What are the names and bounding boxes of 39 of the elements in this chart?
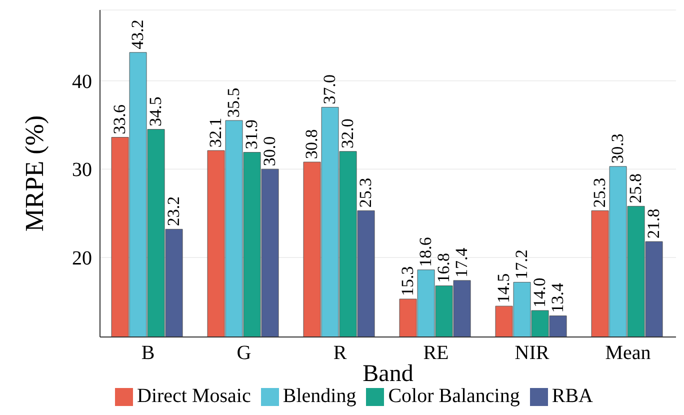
data-label: 32.1: [206, 118, 226, 148]
data-label: 30.0: [260, 136, 280, 166]
y-tick-label: 20: [72, 248, 92, 270]
data-label: 14.5: [494, 273, 514, 304]
data-label: 15.3: [398, 266, 418, 296]
legend-label: RBA: [552, 385, 593, 407]
data-label: 30.3: [608, 134, 628, 164]
data-label: 16.8: [434, 252, 454, 283]
data-label: 31.9: [242, 120, 262, 150]
data-label: 33.6: [110, 104, 130, 134]
x-tick-label: NIR: [514, 342, 550, 364]
data-label: 35.5: [224, 88, 244, 118]
x-tick-label: RE: [423, 342, 449, 364]
data-label: 30.8: [302, 129, 322, 160]
x-tick-label: B: [141, 342, 155, 364]
data-label: 25.3: [590, 178, 610, 208]
data-label: 13.4: [548, 282, 568, 313]
data-label: 37.0: [320, 74, 340, 104]
data-label: 17.2: [512, 249, 532, 280]
data-label: 25.8: [626, 173, 646, 204]
y-tick-label: 30: [72, 159, 92, 182]
data-label: 34.5: [146, 96, 166, 126]
data-label: 14.0: [530, 278, 550, 308]
legend-label: Direct Mosaic: [137, 385, 251, 407]
legend-label: Color Balancing: [388, 385, 520, 407]
data-label: 21.8: [644, 208, 664, 239]
legend-label: Blending: [282, 385, 356, 407]
y-axis-title: MRPE (%): [20, 115, 50, 232]
data-label: 25.3: [356, 178, 376, 208]
x-tick-label: G: [236, 342, 252, 364]
y-tick-label: 40: [72, 70, 92, 93]
x-axis-title: Band: [362, 361, 414, 387]
data-label: 17.4: [452, 247, 472, 278]
data-label: 18.6: [416, 237, 436, 267]
x-tick-label: Mean: [605, 342, 651, 364]
x-tick-label: R: [333, 342, 348, 364]
data-label: 23.2: [164, 196, 184, 226]
data-label: 32.0: [338, 118, 358, 148]
data-label: 43.2: [128, 20, 148, 50]
